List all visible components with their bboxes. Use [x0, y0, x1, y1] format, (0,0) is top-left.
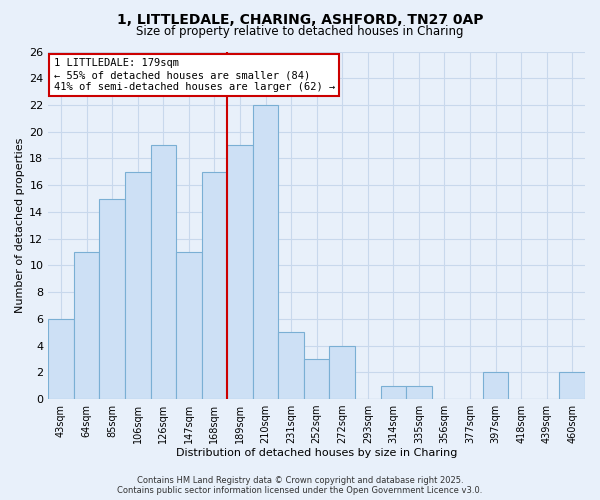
Bar	[202, 172, 227, 399]
Bar	[227, 145, 253, 399]
Text: 1, LITTLEDALE, CHARING, ASHFORD, TN27 0AP: 1, LITTLEDALE, CHARING, ASHFORD, TN27 0A…	[117, 12, 483, 26]
Bar	[329, 346, 355, 399]
Bar	[278, 332, 304, 399]
Bar	[125, 172, 151, 399]
Text: 1 LITTLEDALE: 179sqm
← 55% of detached houses are smaller (84)
41% of semi-detac: 1 LITTLEDALE: 179sqm ← 55% of detached h…	[53, 58, 335, 92]
Bar	[304, 359, 329, 399]
Bar	[151, 145, 176, 399]
Bar	[253, 105, 278, 399]
X-axis label: Distribution of detached houses by size in Charing: Distribution of detached houses by size …	[176, 448, 457, 458]
Bar	[176, 252, 202, 399]
Bar	[100, 198, 125, 399]
Bar	[74, 252, 100, 399]
Bar	[483, 372, 508, 399]
Bar	[559, 372, 585, 399]
Bar	[380, 386, 406, 399]
Y-axis label: Number of detached properties: Number of detached properties	[15, 138, 25, 313]
Bar	[48, 319, 74, 399]
Bar	[406, 386, 431, 399]
Text: Contains HM Land Registry data © Crown copyright and database right 2025.
Contai: Contains HM Land Registry data © Crown c…	[118, 476, 482, 495]
Text: Size of property relative to detached houses in Charing: Size of property relative to detached ho…	[136, 25, 464, 38]
